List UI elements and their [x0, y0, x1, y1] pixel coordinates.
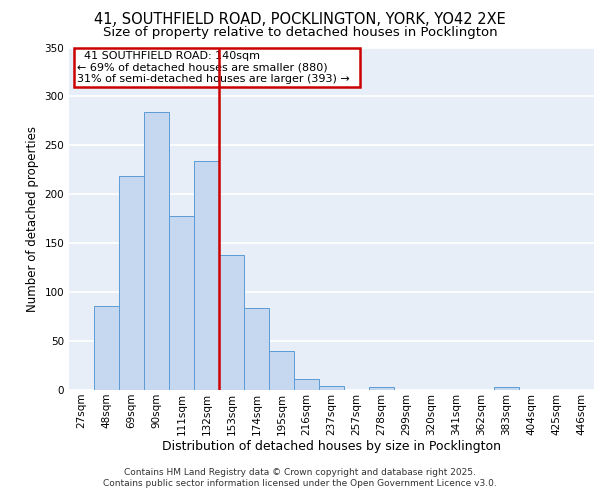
Bar [269, 351, 294, 390]
Y-axis label: Number of detached properties: Number of detached properties [26, 126, 39, 312]
Bar [169, 216, 194, 390]
X-axis label: Distribution of detached houses by size in Pocklington: Distribution of detached houses by size … [162, 440, 501, 454]
Bar [244, 308, 269, 390]
Bar [194, 161, 219, 390]
Text: Size of property relative to detached houses in Pocklington: Size of property relative to detached ho… [103, 26, 497, 39]
Bar [369, 387, 394, 390]
Text: 41, SOUTHFIELD ROAD, POCKLINGTON, YORK, YO42 2XE: 41, SOUTHFIELD ROAD, POCKLINGTON, YORK, … [94, 12, 506, 28]
Bar [119, 176, 144, 390]
Bar [494, 387, 519, 390]
Text: 41 SOUTHFIELD ROAD: 140sqm
← 69% of detached houses are smaller (880)
31% of sem: 41 SOUTHFIELD ROAD: 140sqm ← 69% of deta… [77, 51, 356, 84]
Bar [144, 112, 169, 390]
Bar [219, 255, 244, 390]
Text: Contains HM Land Registry data © Crown copyright and database right 2025.
Contai: Contains HM Land Registry data © Crown c… [103, 468, 497, 487]
Bar [319, 386, 344, 390]
Bar [294, 379, 319, 390]
Bar [94, 306, 119, 390]
